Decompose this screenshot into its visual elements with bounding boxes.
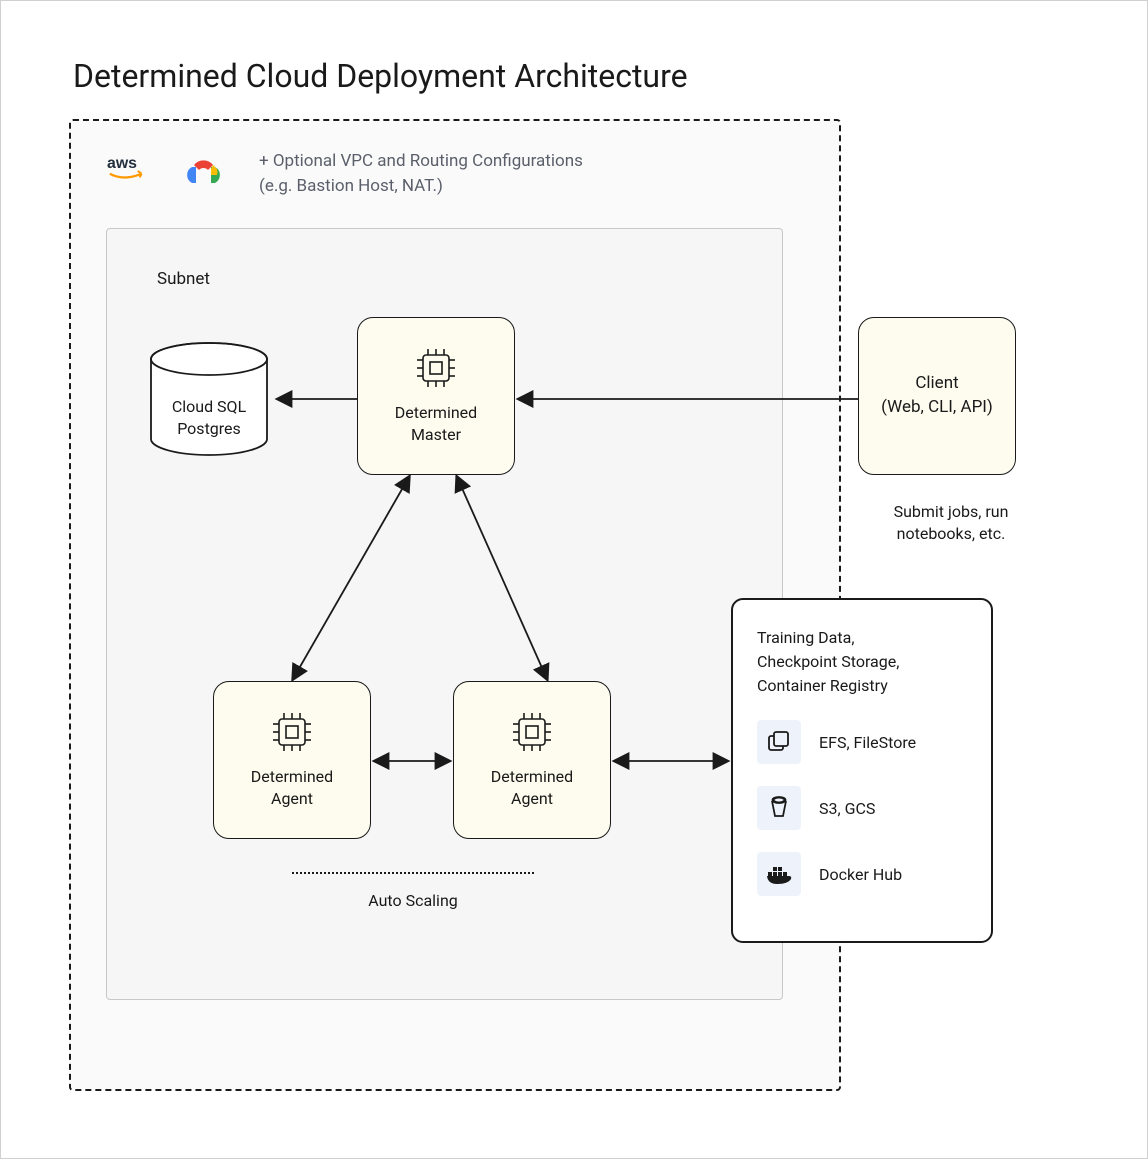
storage-item-docker: Docker Hub [757,852,967,896]
storage-item-s3: S3, GCS [757,786,967,830]
diagram-title: Determined Cloud Deployment Architecture [73,57,688,95]
svg-text:aws: aws [107,155,137,172]
docker-icon [757,852,801,896]
aws-icon: aws [107,153,163,187]
cpu-icon [510,710,554,754]
db-label: Cloud SQL Postgres [157,396,261,439]
autoscale-divider [292,872,534,874]
master-node: Determined Master [357,317,515,475]
client-label: Client (Web, CLI, API) [881,372,993,420]
vpc-caption-line2: (e.g. Bastion Host, NAT.) [259,174,583,199]
arrow-client-master [515,391,858,407]
files-icon [757,720,801,764]
agent2-node: Determined Agent [453,681,611,839]
agent1-label: Determined Agent [251,766,333,809]
vpc-caption: + Optional VPC and Routing Configuration… [259,149,583,198]
vpc-caption-line1: + Optional VPC and Routing Configuration… [259,149,583,174]
agent1-node: Determined Agent [213,681,371,839]
storage-item-label: EFS, FileStore [819,733,916,752]
storage-title: Training Data, Checkpoint Storage, Conta… [757,626,967,698]
diagram-canvas: Determined Cloud Deployment Architecture… [0,0,1148,1159]
client-node: Client (Web, CLI, API) [858,317,1016,475]
storage-item-label: S3, GCS [819,799,875,818]
subnet-label: Subnet [157,269,210,289]
arrow-master-agent2 [449,471,557,687]
arrow-master-db [274,391,358,407]
arrow-agent2-storage [611,753,731,769]
cloud-logos: aws [107,151,225,189]
arrow-agent1-agent2 [371,753,453,769]
cpu-icon [414,346,458,390]
bucket-icon [757,786,801,830]
master-label: Determined Master [395,402,477,445]
storage-box: Training Data, Checkpoint Storage, Conta… [731,598,993,943]
arrow-master-agent1 [281,471,421,687]
client-caption: Submit jobs, run notebooks, etc. [871,501,1031,546]
autoscale-label: Auto Scaling [292,891,534,910]
gcloud-icon [181,151,225,189]
cpu-icon [270,710,314,754]
agent2-label: Determined Agent [491,766,573,809]
storage-item-efs: EFS, FileStore [757,720,967,764]
storage-item-label: Docker Hub [819,865,902,884]
